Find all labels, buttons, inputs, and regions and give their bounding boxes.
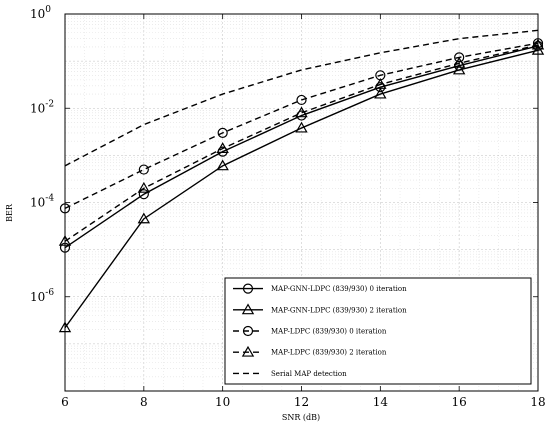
x-tick-label: 8 [140, 395, 148, 409]
data-point [296, 94, 307, 106]
legend-entry: MAP-LDPC (839/930) 2 iteration [233, 345, 387, 357]
data-point [216, 159, 229, 171]
y-tick-label: 10-2 [30, 99, 54, 115]
x-axis-label: SNR (dB) [282, 413, 320, 422]
data-point [374, 78, 387, 89]
x-tick-label: 10 [215, 395, 230, 409]
y-tick-label: 10-4 [30, 194, 54, 210]
legend-entry: MAP-GNN-LDPC (839/930) 2 iteration [233, 303, 407, 315]
series-line [64, 29, 539, 167]
data-point [217, 127, 228, 138]
series-5 [64, 29, 539, 167]
series-line [64, 49, 539, 329]
x-tick-label: 18 [530, 395, 545, 409]
data-point [295, 121, 308, 133]
data-point [137, 181, 151, 193]
y-tick-label: 10-6 [30, 288, 54, 304]
data-point [452, 56, 466, 68]
data-point [138, 164, 149, 175]
legend-label: MAP-GNN-LDPC (839/930) 0 iteration [271, 285, 407, 293]
legend-box [224, 277, 532, 385]
legend-entry: MAP-LDPC (839/930) 0 iteration [233, 325, 387, 337]
data-point [452, 63, 466, 75]
data-point [137, 212, 151, 224]
x-tick-label: 6 [61, 395, 69, 409]
legend-marker [242, 283, 254, 294]
data-point [138, 189, 149, 200]
legend-marker [241, 303, 255, 315]
data-point [454, 52, 465, 63]
series-line [64, 44, 539, 242]
y-tick-label: 100 [30, 5, 51, 21]
tick-labels: 6 8 10 12 14 16 18 100 10-2 10-4 10-6 [30, 5, 546, 409]
legend-entry: Serial MAP detection [233, 370, 347, 378]
legend-label: MAP-GNN-LDPC (839/930) 2 iteration [271, 306, 407, 314]
x-tick-label: 14 [373, 395, 389, 409]
x-tick-label: 16 [452, 395, 467, 409]
data-point [295, 106, 308, 118]
legend-marker [241, 345, 255, 357]
legend-label: MAP-LDPC (839/930) 0 iteration [271, 328, 387, 336]
legend: MAP-GNN-LDPC (839/930) 0 iteration MAP-GN… [224, 277, 532, 385]
data-point [216, 142, 229, 153]
ticks [64, 13, 539, 391]
y-axis-label: BER [5, 203, 14, 222]
legend-entry: MAP-GNN-LDPC (839/930) 0 iteration [233, 283, 407, 294]
legend-label: MAP-LDPC (839/930) 2 iteration [271, 349, 387, 357]
series-layer [58, 29, 545, 333]
legend-label: Serial MAP detection [271, 370, 347, 378]
legend-marker [242, 325, 254, 337]
x-tick-label: 12 [294, 395, 309, 409]
data-point [374, 87, 387, 99]
